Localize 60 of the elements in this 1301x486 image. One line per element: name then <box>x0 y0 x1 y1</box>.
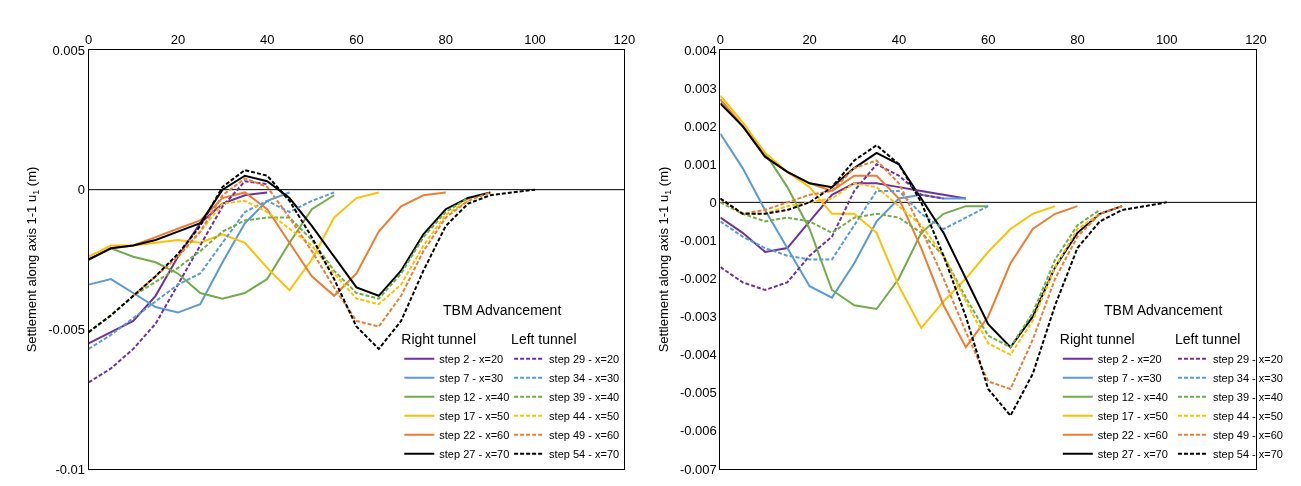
legend-title: TBM Advancement <box>1104 302 1223 318</box>
legend-label: step 22 - x=60 <box>439 428 510 441</box>
legend-label: step 34 - x=30 <box>1212 371 1284 384</box>
legend-label: step 49 - x=60 <box>1212 428 1284 441</box>
annotation: Right tunnel <box>1059 331 1135 348</box>
y-tick-label: 0 <box>709 194 717 210</box>
annotation: Right tunnel <box>401 331 477 348</box>
legend-label: step 49 - x=60 <box>549 428 620 441</box>
y-tick-label: 0.005 <box>52 42 86 58</box>
legend-label: step 22 - x=60 <box>1097 428 1168 441</box>
x-tick-label: 100 <box>1155 31 1178 47</box>
legend-label: step 27 - x=70 <box>1097 447 1168 460</box>
y-tick-label: -0.002 <box>679 271 717 287</box>
y-tick-label: 0 <box>77 182 86 198</box>
x-tick-label: 80 <box>1070 31 1085 47</box>
legend-label: step 17 - x=50 <box>1097 409 1168 422</box>
x-tick-label: 60 <box>349 31 364 47</box>
x-tick-label: 20 <box>802 31 817 47</box>
legend-label: step 39 - x=40 <box>1212 390 1284 403</box>
legend-label: step 29 - x=20 <box>1212 352 1284 365</box>
x-tick-label: 60 <box>980 31 996 47</box>
y-tick-label: 0.002 <box>684 118 717 134</box>
x-tick-label: 20 <box>170 31 186 47</box>
legend-label: step 39 - x=40 <box>549 390 620 403</box>
legend-label: step 17 - x=50 <box>439 409 510 422</box>
line-series <box>88 180 269 384</box>
legend-label: step 34 - x=30 <box>549 371 620 384</box>
y-tick-label: -0.01 <box>55 461 86 477</box>
x-tick-label: 40 <box>259 31 275 47</box>
x-tick-label: 80 <box>438 31 453 47</box>
x-tick-label: 40 <box>891 31 907 47</box>
legend-label: step 7 - x=30 <box>1097 371 1162 384</box>
legend-label: step 44 - x=50 <box>549 409 620 422</box>
x-tick-label: 100 <box>524 31 546 47</box>
y-tick-label: -0.005 <box>48 321 86 337</box>
y-tick-label: -0.006 <box>679 423 717 439</box>
y-tick-label: -0.004 <box>679 347 717 363</box>
legend-label: step 2 - x=20 <box>439 352 504 365</box>
line-series <box>88 191 336 350</box>
legend-label: step 54 - x=70 <box>549 447 620 460</box>
y-tick-label: -0.005 <box>679 385 717 401</box>
legend-label: step 44 - x=50 <box>1212 409 1284 422</box>
x-tick-label: 120 <box>1245 31 1267 47</box>
legend-label: step 12 - x=40 <box>1097 390 1168 403</box>
y-tick-label: 0.003 <box>684 80 717 96</box>
legend-title: TBM Advancement <box>443 302 562 318</box>
legend-label: step 7 - x=30 <box>439 371 504 384</box>
y-tick-label: -0.007 <box>679 461 717 477</box>
annotation: Left tunnel <box>511 331 577 348</box>
legend-label: step 2 - x=20 <box>1097 352 1162 365</box>
y-tick-label: 0.004 <box>684 42 717 58</box>
y-tick-label: 0.001 <box>684 156 717 172</box>
legend-label: step 29 - x=20 <box>549 352 620 365</box>
y-tick-label: -0.001 <box>679 233 717 248</box>
x-tick-label: 120 <box>613 31 636 47</box>
y-tick-label: -0.003 <box>679 309 717 325</box>
legend-label: step 54 - x=70 <box>1212 447 1284 460</box>
annotation: Left tunnel <box>1174 331 1241 348</box>
legend-label: step 12 - x=40 <box>439 390 510 403</box>
legend-label: step 27 - x=70 <box>439 447 510 460</box>
